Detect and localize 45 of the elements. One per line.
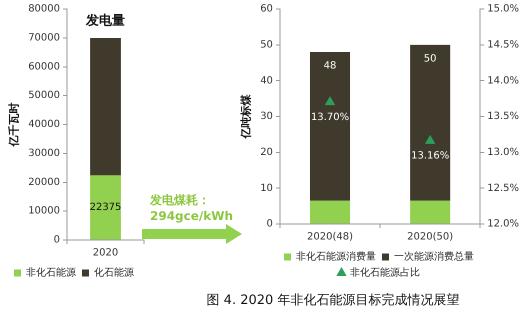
legend-label: 化石能源 — [94, 266, 134, 279]
y-axis-title: 亿吨标煤 — [239, 94, 252, 140]
y-tick-label: 30000 — [28, 148, 60, 159]
y-tick-label: 40 — [260, 75, 273, 86]
y-axis-title: 亿千瓦时 — [7, 102, 20, 148]
legend-label: 一次能源消费总量 — [394, 250, 474, 263]
legend-label: 非化石能源消费量 — [296, 250, 376, 263]
y-tick-label: 30 — [260, 111, 273, 122]
text: 发电煤耗：294gce/kWh — [150, 192, 234, 224]
y2-tick-label: 14.0% — [487, 75, 520, 86]
bar — [410, 200, 450, 224]
x-tick-label: 2020(50) — [407, 232, 454, 243]
chart-title: 发电量 — [85, 13, 126, 28]
total-label: 50 — [424, 53, 437, 64]
y-tick-label: 20000 — [28, 176, 60, 188]
y2-tick-label: 14.5% — [487, 39, 520, 50]
bar — [310, 52, 350, 201]
y2-tick-label: 13.0% — [487, 146, 520, 158]
x-tick-label: 2020 — [92, 248, 118, 259]
y-tick-label: 40000 — [28, 119, 60, 130]
y-tick-label: 0 — [54, 234, 60, 246]
data-label: 13.70% — [310, 112, 350, 123]
y-tick-label: 60 — [260, 4, 273, 15]
y2-tick-label: 12.0% — [487, 218, 520, 230]
legend-label: 非化石能源占比 — [350, 266, 420, 279]
y2-tick-label: 12.5% — [487, 182, 520, 194]
x-tick-label: 2020(48) — [307, 232, 354, 243]
y-tick-label: 70000 — [28, 32, 60, 44]
y-tick-label: 20 — [260, 146, 273, 158]
data-label: 13.16% — [411, 150, 450, 162]
y-tick-label: 50 — [260, 39, 273, 50]
bar — [410, 44, 450, 201]
y-tick-label: 60000 — [28, 61, 60, 72]
legend-label: 非化石能源 — [26, 266, 76, 279]
y-tick-label: 10000 — [28, 206, 60, 217]
y-tick-label: 50000 — [28, 90, 60, 102]
y2-tick-label: 15.0% — [487, 4, 520, 15]
y2-tick-label: 13.5% — [487, 111, 520, 122]
y-tick-label: 0 — [266, 218, 273, 230]
data-label: 22375 — [90, 202, 122, 214]
total-label: 48 — [324, 60, 336, 72]
y-tick-label: 80000 — [28, 4, 60, 15]
bar — [310, 200, 350, 224]
caption: 图 4. 2020 年非化石能源目标完成情况展望 — [206, 292, 460, 309]
y-tick-label: 10 — [260, 182, 273, 194]
